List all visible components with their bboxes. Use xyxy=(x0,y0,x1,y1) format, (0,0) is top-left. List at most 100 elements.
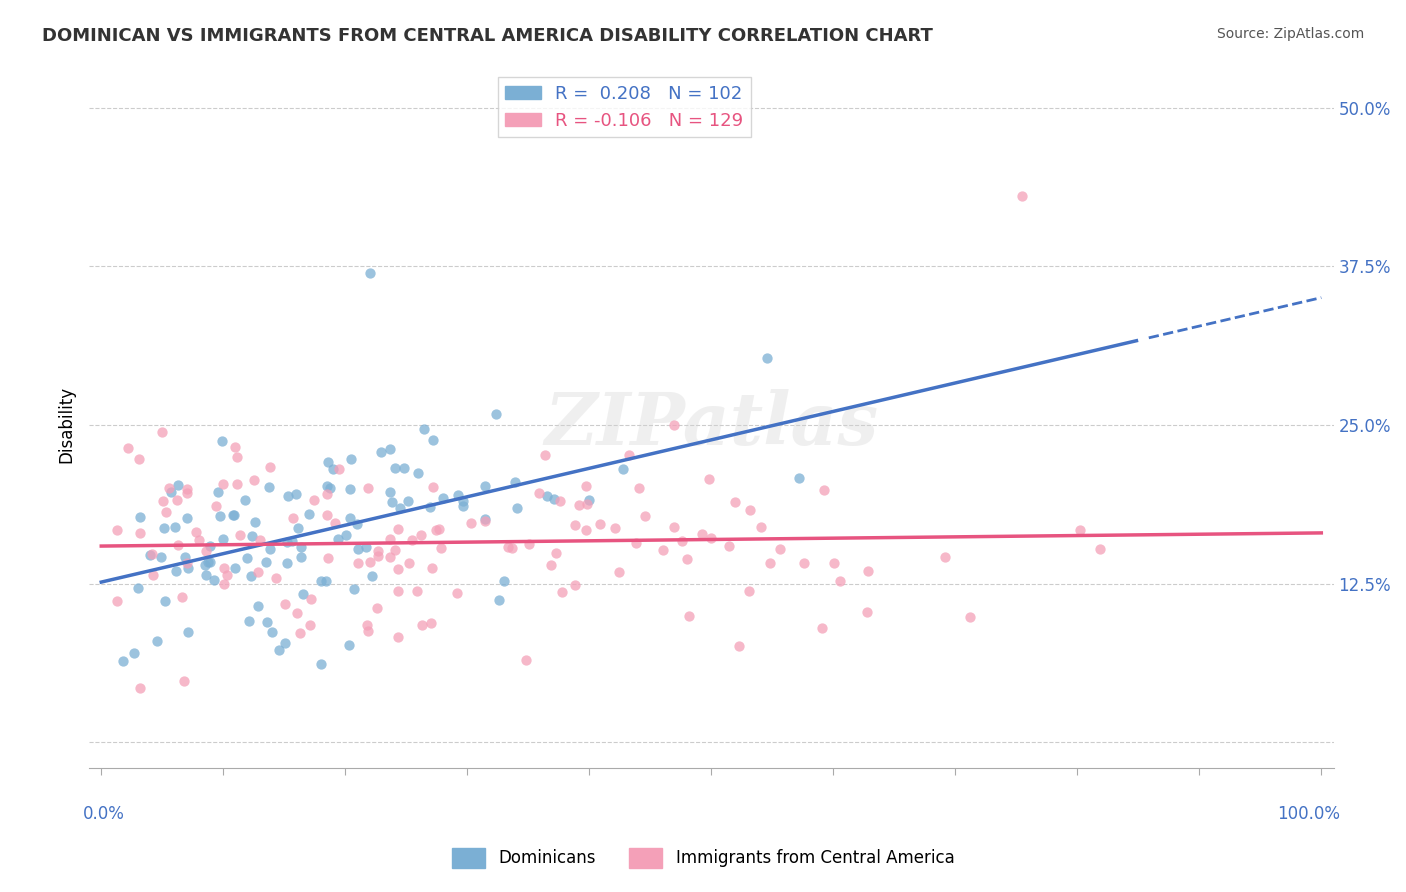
Point xyxy=(828,574,851,588)
Point xyxy=(222,508,245,523)
Point xyxy=(173,673,195,688)
Point xyxy=(361,569,384,583)
Point xyxy=(160,484,183,499)
Point xyxy=(176,511,198,525)
Point xyxy=(378,532,401,546)
Point xyxy=(367,549,389,563)
Point xyxy=(249,533,271,547)
Point xyxy=(245,515,267,529)
Point xyxy=(411,617,433,632)
Point xyxy=(387,583,409,598)
Point xyxy=(138,548,160,562)
Point xyxy=(1090,542,1112,557)
Legend: Dominicans, Immigrants from Central America: Dominicans, Immigrants from Central Amer… xyxy=(444,841,962,875)
Point xyxy=(290,626,312,640)
Point xyxy=(540,558,562,572)
Point xyxy=(224,440,246,454)
Point xyxy=(302,492,325,507)
Point xyxy=(564,578,586,592)
Point xyxy=(186,524,208,539)
Point xyxy=(157,481,180,495)
Point xyxy=(197,556,219,570)
Point xyxy=(212,561,235,575)
Point xyxy=(737,583,759,598)
Point xyxy=(617,448,640,462)
Point xyxy=(551,584,574,599)
Point xyxy=(534,448,557,462)
Point xyxy=(163,520,186,534)
Point xyxy=(105,594,128,608)
Point xyxy=(432,491,454,505)
Point xyxy=(194,567,217,582)
Point xyxy=(367,544,389,558)
Point xyxy=(811,621,834,635)
Point xyxy=(195,544,218,558)
Point xyxy=(257,480,280,494)
Point xyxy=(226,450,249,465)
Point xyxy=(188,533,211,547)
Point xyxy=(671,534,693,549)
Point xyxy=(316,508,339,522)
Point xyxy=(281,511,304,525)
Text: Source: ZipAtlas.com: Source: ZipAtlas.com xyxy=(1216,27,1364,41)
Point xyxy=(165,564,187,578)
Point xyxy=(398,556,420,570)
Point xyxy=(340,452,363,467)
Point xyxy=(176,482,198,496)
Text: DOMINICAN VS IMMIGRANTS FROM CENTRAL AMERICA DISABILITY CORRELATION CHART: DOMINICAN VS IMMIGRANTS FROM CENTRAL AME… xyxy=(42,27,934,45)
Point xyxy=(755,351,778,365)
Point xyxy=(758,557,780,571)
Point xyxy=(233,493,256,508)
Point xyxy=(634,509,657,524)
Point xyxy=(285,607,308,621)
Point xyxy=(578,492,600,507)
Point xyxy=(793,557,815,571)
Point xyxy=(724,495,747,509)
Point xyxy=(359,555,381,569)
Point xyxy=(177,561,200,575)
Point xyxy=(299,618,322,632)
Point xyxy=(354,540,377,554)
Point xyxy=(356,617,378,632)
Point xyxy=(387,630,409,644)
Point xyxy=(589,516,612,531)
Point xyxy=(697,472,720,486)
Point xyxy=(370,445,392,459)
Point xyxy=(347,541,370,556)
Point xyxy=(122,646,145,660)
Point xyxy=(318,455,340,469)
Point xyxy=(515,653,537,667)
Point xyxy=(396,494,419,508)
Point xyxy=(225,476,247,491)
Point xyxy=(576,497,599,511)
Point xyxy=(934,550,956,565)
Point xyxy=(247,565,270,579)
Point xyxy=(176,557,198,571)
Point xyxy=(298,507,321,521)
Point xyxy=(176,485,198,500)
Point xyxy=(392,461,415,475)
Point xyxy=(318,481,340,495)
Point xyxy=(129,509,152,524)
Point xyxy=(699,531,721,545)
Point xyxy=(277,489,299,503)
Point xyxy=(207,485,229,500)
Point xyxy=(413,422,436,436)
Point xyxy=(488,593,510,607)
Point xyxy=(212,533,235,547)
Point xyxy=(128,452,150,467)
Point xyxy=(193,558,215,572)
Point xyxy=(451,499,474,513)
Point xyxy=(690,527,713,541)
Point xyxy=(285,486,308,500)
Y-axis label: Disability: Disability xyxy=(58,386,75,464)
Point xyxy=(276,535,298,549)
Point xyxy=(422,433,444,447)
Point xyxy=(564,517,586,532)
Text: ZIPatlas: ZIPatlas xyxy=(544,390,879,460)
Point xyxy=(256,615,278,629)
Point xyxy=(287,521,309,535)
Point xyxy=(357,624,380,638)
Point xyxy=(575,478,598,492)
Point xyxy=(212,577,235,591)
